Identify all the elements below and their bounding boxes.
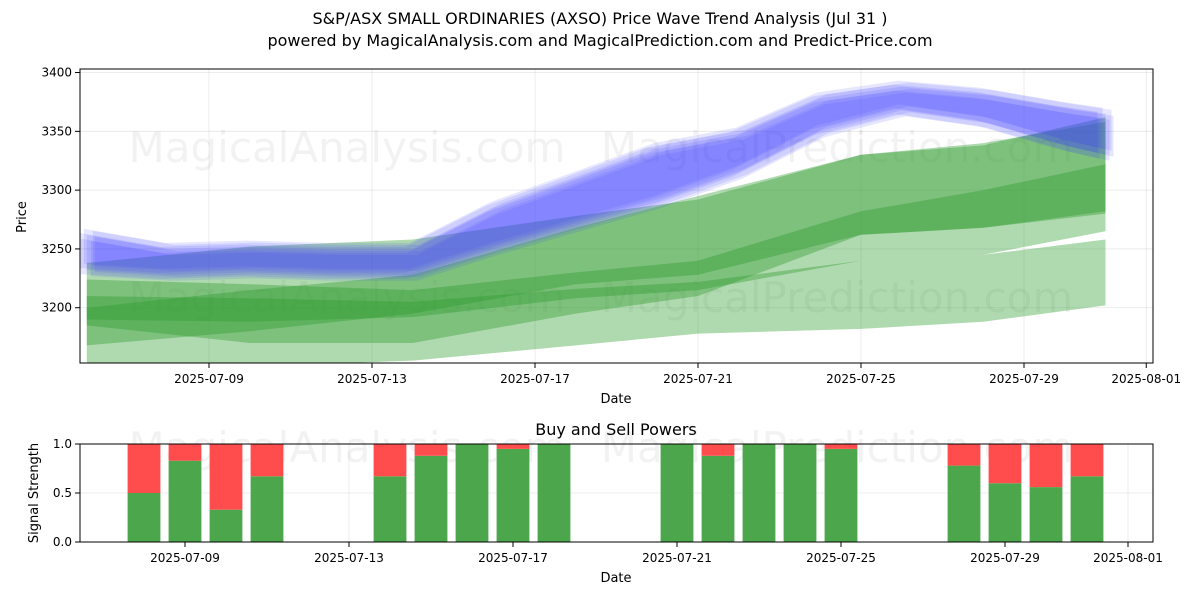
price-panel: MagicalAnalysis.com MagicalPrediction.co… — [15, 66, 1181, 407]
signal-x-tick-label: 2025-07-09 — [150, 551, 220, 565]
price-y-axis-label: Price — [15, 201, 30, 233]
price-wave-layer-7 — [80, 84, 1098, 273]
buy-bar — [496, 448, 530, 542]
signal-x-tick-label: 2025-07-29 — [970, 551, 1040, 565]
price-axes: 2025-07-09 2025-07-13 2025-07-17 2025-07-21… — [41, 66, 1181, 386]
price-x-tick-label: 2025-07-29 — [989, 372, 1059, 386]
sell-bar — [701, 444, 735, 456]
sell-bar — [209, 444, 243, 510]
signal-x-axis-label: Date — [600, 571, 631, 586]
price-x-tick-label: 2025-07-13 — [337, 372, 407, 386]
buy-bar — [209, 509, 243, 542]
signal-x-tick-label: 2025-08-01 — [1093, 551, 1163, 565]
trend-bands — [86, 117, 1106, 363]
price-wave-bands — [80, 80, 1114, 281]
price-y-tick-label: 3300 — [41, 183, 72, 197]
trend-band-3 — [86, 239, 1106, 363]
signal-x-tick-label: 2025-07-21 — [642, 551, 712, 565]
buy-bar — [455, 444, 489, 542]
signal-y-tick-label: 1.0 — [53, 437, 72, 451]
price-x-tick-label: 2025-07-21 — [663, 372, 733, 386]
signal-panel-title: Buy and Sell Powers — [535, 420, 697, 439]
buy-bar — [742, 444, 776, 542]
sell-bar — [947, 444, 981, 466]
price-x-tick-label: 2025-07-09 — [174, 372, 244, 386]
sell-bar — [1029, 444, 1063, 488]
price-grid — [80, 69, 1153, 363]
sell-bar — [988, 444, 1022, 484]
price-x-tick-label: 2025-07-25 — [826, 372, 896, 386]
title-line-2: powered by MagicalAnalysis.com and Magic… — [267, 31, 933, 50]
title-line-1: S&P/ASX SMALL ORDINARIES (AXSO) Price Wa… — [312, 9, 888, 28]
watermark-analysis-top: MagicalAnalysis.com — [129, 123, 566, 172]
price-plot-area — [80, 69, 1153, 363]
sell-bar — [414, 444, 448, 456]
watermark-prediction-top: MagicalPrediction.com — [601, 123, 1074, 172]
signal-x-tick-label: 2025-07-25 — [806, 551, 876, 565]
signal-y-tick-label: 0.0 — [53, 535, 72, 549]
price-x-tick-label: 2025-08-01 — [1111, 372, 1181, 386]
signal-axes: 2025-07-09 2025-07-13 2025-07-17 2025-07-21… — [53, 437, 1163, 565]
sell-bar — [496, 444, 530, 449]
buy-bar — [1029, 487, 1063, 542]
buy-bar — [537, 444, 571, 542]
price-y-tick-label: 3350 — [41, 124, 72, 138]
sell-bar — [1070, 444, 1104, 477]
price-wave-layer-5 — [90, 92, 1110, 281]
buy-bar — [168, 460, 202, 542]
watermark-analysis-mid: MagicalAnalysis.com — [129, 273, 566, 322]
price-plot-frame — [79, 68, 1154, 364]
price-wave-layer-6 — [94, 88, 1114, 277]
buy-bar — [988, 483, 1022, 542]
price-wave-layer-4 — [83, 80, 1103, 269]
signal-x-tick-label: 2025-07-17 — [478, 551, 548, 565]
buy-bar — [783, 444, 817, 542]
trend-band-4 — [86, 121, 1106, 344]
price-y-tick-label: 3200 — [41, 301, 72, 315]
figure-title: S&P/ASX SMALL ORDINARIES (AXSO) Price Wa… — [0, 8, 1200, 52]
buy-bar — [947, 465, 981, 542]
signal-x-tick-label: 2025-07-13 — [314, 551, 384, 565]
price-wave-layer-1 — [86, 86, 1106, 275]
price-wave-layer-3 — [92, 82, 1112, 271]
buy-bar — [373, 476, 407, 542]
signal-y-tick-label: 0.5 — [53, 486, 72, 500]
sell-bar — [250, 444, 284, 477]
watermark-prediction-mid: MagicalPrediction.com — [601, 273, 1074, 322]
signal-y-axis-label: Signal Strength — [27, 443, 42, 543]
sell-bar — [127, 444, 161, 493]
buy-bar — [127, 493, 161, 542]
sell-bar — [373, 444, 407, 477]
price-watermarks: MagicalAnalysis.com MagicalPrediction.co… — [129, 123, 1074, 322]
price-x-axis-label: Date — [600, 392, 631, 407]
price-wave-layer-2 — [80, 90, 1100, 279]
price-y-tick-label: 3400 — [41, 66, 72, 80]
price-y-tick-label: 3250 — [41, 242, 72, 256]
buy-bar — [1070, 476, 1104, 542]
buy-bar — [414, 455, 448, 542]
buy-bar — [824, 448, 858, 542]
buy-bar — [660, 444, 694, 542]
buy-bar — [701, 455, 735, 542]
price-x-tick-label: 2025-07-17 — [500, 372, 570, 386]
trend-band-1 — [86, 117, 1106, 346]
trend-band-2 — [86, 164, 1106, 322]
signal-panel: Buy and Sell Powers MagicalAnalysis.com … — [27, 420, 1163, 586]
signal-bars — [127, 444, 1104, 542]
sell-bar — [824, 444, 858, 449]
sell-bar — [168, 444, 202, 461]
buy-bar — [250, 476, 284, 542]
